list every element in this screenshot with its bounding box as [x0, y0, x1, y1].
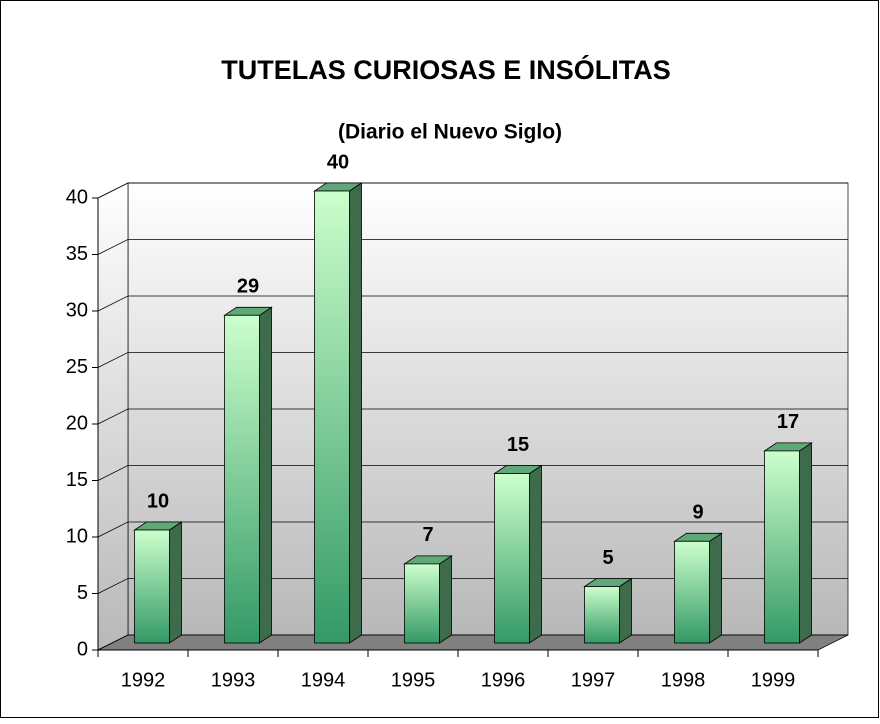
grid-line [97, 465, 129, 481]
grid-line [97, 408, 129, 425]
grid-line [97, 634, 129, 651]
bar-side [439, 555, 452, 644]
chart-subtitle: (Diario el Nuevo Siglo) [338, 121, 562, 144]
x-tick-label: 1999 [751, 669, 796, 691]
y-tick-label: 35 [66, 243, 88, 265]
x-tick-label: 1998 [661, 669, 706, 691]
y-tick-label: 25 [66, 356, 88, 378]
data-label: 29 [237, 276, 259, 298]
y-tick-label: 40 [66, 186, 88, 208]
y-tick-label: 0 [77, 638, 88, 660]
bar-side [619, 577, 632, 644]
x-tick-label: 1994 [301, 669, 346, 691]
grid-line [97, 239, 129, 255]
bar [494, 473, 530, 644]
grid-line [97, 352, 129, 368]
x-tick-label: 1992 [121, 669, 166, 691]
bar-side [349, 182, 362, 644]
bar [404, 563, 440, 644]
x-tick-label: 1993 [211, 669, 256, 691]
bar-side [799, 442, 812, 644]
grid-line [97, 521, 129, 538]
x-tick-label: 1995 [391, 669, 436, 691]
bar [134, 529, 170, 644]
bar [674, 540, 710, 644]
grid-line [97, 578, 129, 594]
bar-side [259, 306, 272, 644]
bar-side [529, 464, 542, 644]
y-tick-label: 20 [66, 412, 88, 434]
y-tick-label: 15 [66, 469, 88, 491]
bar-side [709, 532, 722, 644]
bar [314, 190, 350, 644]
bar-side [169, 521, 182, 644]
data-label: 9 [692, 502, 703, 524]
bar [584, 586, 620, 644]
chart-title: TUTELAS CURIOSAS E INSÓLITAS [221, 54, 671, 85]
grid-line [97, 295, 129, 312]
data-label: 15 [507, 434, 529, 456]
bar [764, 450, 800, 644]
data-label: 17 [777, 411, 799, 433]
floor [97, 634, 849, 651]
bar [224, 314, 260, 644]
data-label: 40 [327, 151, 349, 173]
y-tick-label: 5 [77, 582, 88, 604]
x-tick-label: 1997 [571, 669, 616, 691]
data-label: 10 [147, 490, 169, 512]
data-label: 5 [602, 547, 613, 569]
y-tick-label: 30 [66, 299, 88, 321]
y-tick-label: 10 [66, 525, 88, 547]
x-tick-label: 1996 [481, 669, 526, 691]
grid-line [97, 182, 129, 199]
data-label: 7 [422, 524, 433, 546]
plot-area: 0 5 10 15 20 25 30 35 40 1992 10 1993 29 1994 40 1995 7 1… [66, 151, 849, 691]
